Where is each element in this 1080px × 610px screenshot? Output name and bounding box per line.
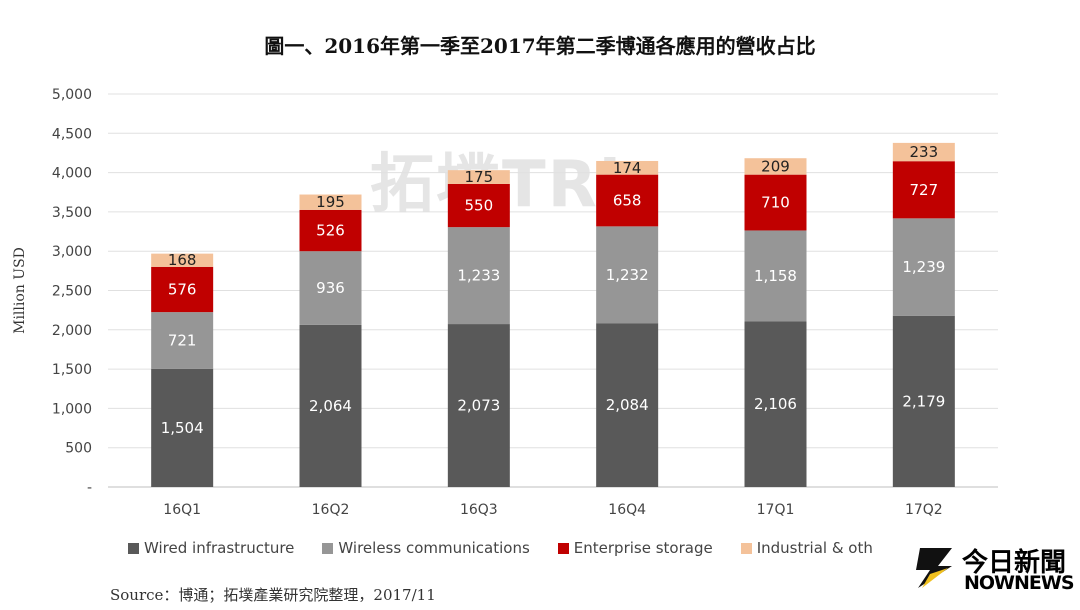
data-label: 721 [168, 331, 197, 349]
data-label: 1,233 [457, 267, 500, 285]
data-label: 1,232 [606, 266, 649, 284]
y-tick-label: 1,000 [52, 401, 92, 417]
y-tick-label: 500 [65, 441, 92, 457]
x-tick-label: 16Q2 [312, 502, 350, 518]
data-label: 710 [761, 194, 790, 212]
data-label: 658 [613, 192, 642, 210]
data-label: 2,064 [309, 397, 352, 415]
bar-segment [596, 160, 659, 175]
legend-item-wired: Wired infrastructure [128, 539, 294, 557]
bar-segment [892, 218, 955, 316]
legend-label: Wireless communications [338, 539, 530, 557]
bar-segment [151, 368, 214, 487]
y-tick-label: 3,000 [52, 244, 92, 260]
chart-title: 圖一、2016年第一季至2017年第二季博通各應用的營收占比 [264, 34, 816, 58]
data-label: 1,239 [902, 258, 945, 276]
y-axis-label: Million USD [12, 247, 28, 334]
bar-segment [744, 174, 807, 231]
y-tick-label: 4,500 [52, 126, 92, 142]
logo-cn: 今日新聞 [962, 548, 1067, 578]
y-tick-label: - [87, 480, 92, 496]
bar-segment [744, 230, 807, 322]
data-label: 1,158 [754, 267, 797, 285]
source-note: Source：博通；拓墣產業研究院整理，2017/11 [110, 586, 436, 604]
legend-swatch [322, 542, 334, 554]
legend-swatch [740, 542, 752, 554]
y-tick-label: 5,000 [52, 87, 92, 103]
y-tick-label: 3,500 [52, 205, 92, 221]
x-tick-label: 17Q1 [757, 502, 795, 518]
data-label: 550 [465, 197, 494, 215]
data-label: 936 [316, 279, 345, 297]
bar-segment [892, 161, 955, 219]
data-label: 174 [613, 159, 642, 177]
bar-segment [892, 315, 955, 487]
legend-label: Industrial & oth [756, 539, 873, 557]
legend-item-wireless: Wireless communications [322, 539, 530, 557]
data-label: 576 [168, 280, 197, 298]
legend-item-enterprise: Enterprise storage [557, 539, 713, 557]
y-tick-label: 2,500 [52, 284, 92, 300]
bar-segment [299, 251, 362, 325]
x-tick-label: 16Q3 [460, 502, 498, 518]
logo-mark-icon [916, 548, 952, 588]
bar-segment [892, 142, 955, 162]
x-tick-label: 17Q2 [905, 502, 943, 518]
bar-segment [299, 194, 362, 210]
data-label: 1,504 [161, 419, 204, 437]
logo-en: NOWNEWS [964, 572, 1075, 594]
legend-swatch [128, 542, 139, 554]
legend: Wired infrastructure Wireless communicat… [128, 539, 873, 557]
legend-swatch [557, 542, 569, 554]
bar-segment [596, 226, 659, 324]
bar-segment [596, 174, 659, 227]
legend-label: Wired infrastructure [144, 539, 295, 557]
data-label: 233 [910, 143, 939, 161]
bar-segment [151, 266, 214, 313]
data-label: 168 [168, 251, 197, 269]
legend-label: Enterprise storage [573, 539, 713, 557]
data-label: 2,084 [606, 396, 649, 414]
data-label: 195 [316, 193, 345, 211]
bar-segment [151, 312, 214, 369]
data-label: 2,179 [902, 392, 945, 410]
y-tick-label: 4,000 [52, 166, 92, 182]
data-label: 727 [910, 181, 939, 199]
legend-item-industrial: Industrial & oth [740, 539, 873, 557]
bar-segment [447, 324, 510, 487]
bar-segment [447, 227, 510, 325]
bar-segment [151, 253, 214, 267]
x-tick-label: 16Q1 [163, 502, 201, 518]
data-label: 2,073 [457, 397, 500, 415]
x-tick-label: 16Q4 [608, 502, 646, 518]
nownews-logo: 今日新聞 NOWNEWS [912, 540, 1080, 610]
data-label: 209 [761, 157, 790, 175]
y-tick-label: 1,500 [52, 362, 92, 378]
bar-segment [744, 321, 807, 487]
bar-segment [744, 158, 807, 175]
bar-segment [596, 323, 659, 487]
data-label: 2,106 [754, 395, 797, 413]
y-tick-label: 2,000 [52, 323, 92, 339]
data-label: 526 [316, 222, 345, 240]
bar-segment [447, 183, 510, 228]
data-label: 175 [465, 168, 494, 186]
bar-segment [299, 324, 362, 487]
bar-segment [299, 209, 362, 252]
bar-segment [447, 170, 510, 184]
